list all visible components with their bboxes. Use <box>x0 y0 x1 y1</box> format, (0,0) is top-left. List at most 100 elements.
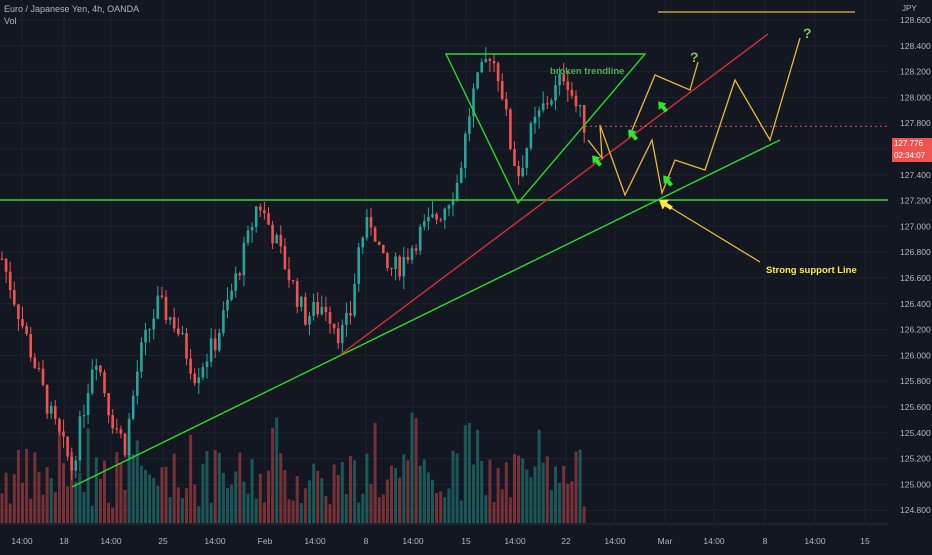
volume-bar <box>62 463 65 523</box>
price-axis[interactable]: 128.600128.400128.200128.000127.800127.6… <box>888 0 932 550</box>
candle-body <box>455 182 459 200</box>
volume-bar <box>582 506 586 523</box>
volume-bar <box>21 482 24 523</box>
red-trendline <box>339 33 769 356</box>
candle-body <box>58 418 61 432</box>
volume-bar <box>558 482 562 523</box>
volume-bar <box>148 474 152 523</box>
candle-body <box>320 306 324 315</box>
volume-bar <box>365 453 369 523</box>
volume-bar <box>455 453 459 523</box>
volume-bar <box>496 467 500 523</box>
volume-bar <box>443 497 447 523</box>
candle-body <box>353 283 356 316</box>
candle-body <box>8 271 12 291</box>
candle-body <box>451 199 455 206</box>
candle-body <box>304 296 307 325</box>
candle-body <box>287 269 291 281</box>
candle-body <box>13 290 16 305</box>
volume-bar <box>258 473 262 523</box>
annotation-broken-trendline: broken trendline <box>550 66 624 77</box>
volume-bar <box>385 479 389 523</box>
price-tick-label: 125.600 <box>900 402 931 412</box>
candle-body <box>377 241 381 245</box>
candle-body <box>238 273 242 276</box>
candle-body <box>201 367 205 378</box>
candle-body <box>386 253 389 268</box>
volume-bar <box>361 493 365 523</box>
volume-bar <box>541 462 545 523</box>
volume-bar <box>287 499 291 523</box>
candle-body <box>459 167 463 183</box>
price-tick-label: 126.400 <box>900 299 931 309</box>
volume-bar <box>94 457 98 523</box>
time-tick-label: 14:00 <box>100 536 122 546</box>
volume-bar <box>308 480 311 523</box>
volume-bar <box>549 490 553 523</box>
candle-body <box>480 61 483 73</box>
volume-bar <box>570 481 574 523</box>
candle-body <box>550 100 553 105</box>
time-tick-label: 14:00 <box>703 536 725 546</box>
volume-bar <box>513 454 516 523</box>
volume-bar <box>119 463 123 523</box>
candle-body <box>365 217 369 238</box>
volume-bar <box>4 472 8 523</box>
volume-bar <box>90 505 94 523</box>
candle-body <box>398 256 401 277</box>
price-tick-label: 128.200 <box>900 67 931 77</box>
volume-bar <box>295 476 299 523</box>
price-tick-label: 125.000 <box>900 479 931 489</box>
candle-body <box>160 295 164 297</box>
candle-body <box>570 89 574 96</box>
candle-body <box>144 330 147 343</box>
candle-body <box>566 81 570 90</box>
volume-bar <box>414 418 418 523</box>
candle-body <box>574 95 578 107</box>
candle-body <box>361 237 365 248</box>
candle-body <box>517 166 520 177</box>
candle-body <box>332 323 336 329</box>
candle-body <box>558 73 561 86</box>
volume-bar <box>275 417 279 523</box>
volume-bar <box>394 468 398 523</box>
volume-bar <box>111 507 115 523</box>
candle-body <box>496 63 500 82</box>
volume-bar <box>254 498 258 523</box>
volume-bar <box>463 425 467 523</box>
candle-body <box>472 88 475 117</box>
volume-bar <box>193 484 197 523</box>
volume-bar <box>98 478 102 523</box>
volume-bar <box>332 464 336 523</box>
candle-body <box>484 58 488 62</box>
volume-bar <box>562 465 566 523</box>
volume-bar <box>49 478 53 523</box>
volume-bar <box>164 466 168 523</box>
candle-body <box>103 372 106 394</box>
volume-bar <box>422 459 426 523</box>
candle-body <box>336 328 340 344</box>
volume-bar <box>312 463 316 523</box>
countdown-tag: 02:34:07 <box>892 150 932 162</box>
price-tick-label: 126.000 <box>900 350 931 360</box>
candle-body <box>525 148 529 168</box>
time-axis[interactable]: 14:00 18 14:00 25 14:00 Feb 14:00 8 14:00 15 14:00… <box>0 523 888 546</box>
candle-body <box>259 206 262 211</box>
candle-body <box>476 72 479 89</box>
volume-bar <box>381 494 385 523</box>
projection-path-lower <box>587 37 801 197</box>
volume-bar <box>340 462 344 523</box>
candle-body <box>86 392 90 416</box>
candle-body <box>254 206 258 227</box>
volume-bar <box>369 484 373 523</box>
candle-body <box>49 405 53 414</box>
volume-bar <box>336 475 340 523</box>
volume-bar <box>500 489 504 523</box>
volume-bar <box>107 502 111 523</box>
volume-bar <box>349 455 352 523</box>
volume-label: Vol <box>4 16 17 26</box>
volume-bar <box>537 429 541 523</box>
volume-bar <box>242 481 246 523</box>
